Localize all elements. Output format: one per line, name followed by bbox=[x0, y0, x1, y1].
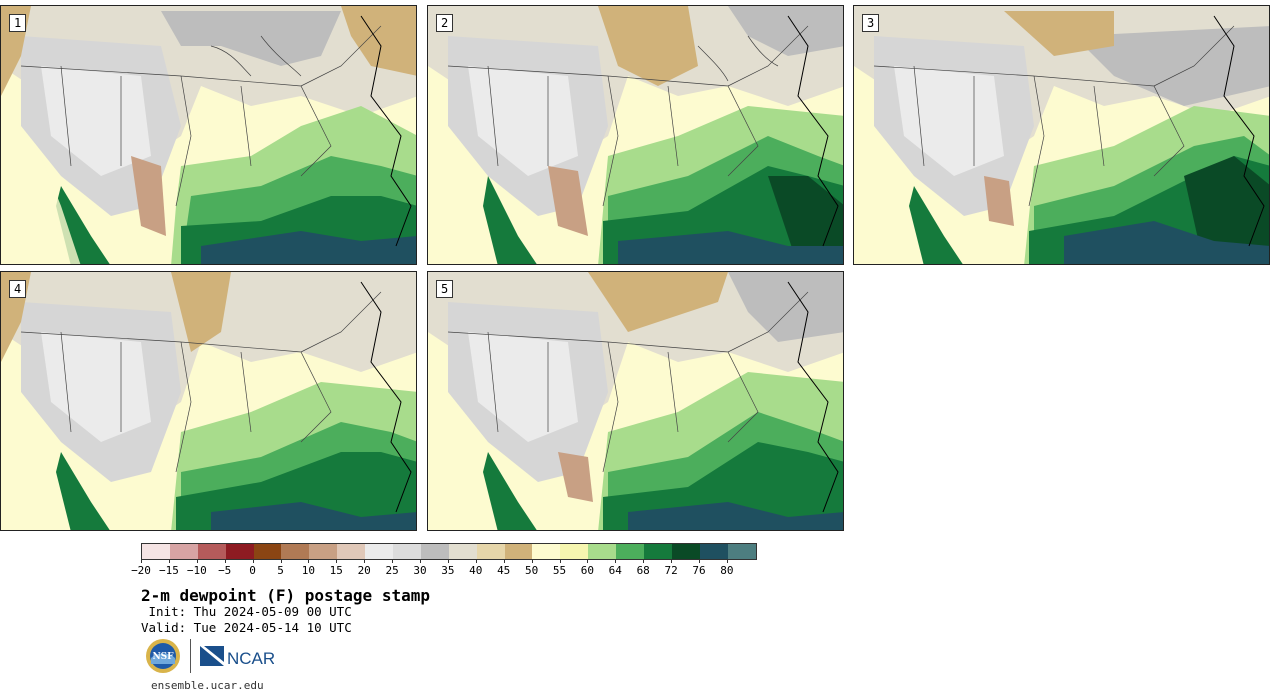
colorbar-segment bbox=[671, 544, 700, 559]
panel-number: 4 bbox=[9, 280, 27, 298]
stamp-panel-2: 2 bbox=[427, 5, 844, 265]
colorbar-segment bbox=[142, 544, 170, 559]
colorbar-tick-label: −5 bbox=[218, 564, 232, 577]
colorbar-segment bbox=[169, 544, 198, 559]
colorbar-tick-label: 64 bbox=[608, 564, 622, 577]
dewpoint-map-4 bbox=[1, 272, 416, 530]
colorbar-segment bbox=[560, 544, 589, 559]
colorbar-segment bbox=[476, 544, 505, 559]
colorbar-tickmark bbox=[699, 559, 700, 563]
colorbar-segment bbox=[365, 544, 394, 559]
dewpoint-colorbar bbox=[141, 543, 757, 560]
colorbar-tickmark bbox=[420, 559, 421, 563]
colorbar-tick-label: 35 bbox=[441, 564, 455, 577]
colorbar-tickmark bbox=[252, 559, 254, 563]
colorbar-segment bbox=[532, 544, 561, 559]
colorbar-tickmark bbox=[280, 559, 282, 563]
colorbar-tickmark bbox=[224, 559, 226, 563]
colorbar-segment bbox=[588, 544, 617, 559]
panel-number: 2 bbox=[436, 14, 454, 32]
colorbar-tick-label: 40 bbox=[469, 564, 483, 577]
colorbar-tickmark bbox=[643, 559, 645, 563]
colorbar-segment bbox=[448, 544, 477, 559]
nsf-logo: NSF bbox=[146, 639, 180, 673]
colorbar-segment bbox=[616, 544, 645, 559]
panel-number: 3 bbox=[862, 14, 880, 32]
colorbar-tickmark bbox=[196, 559, 198, 563]
colorbar-tick-label: 30 bbox=[413, 564, 427, 577]
website-link[interactable]: ensemble.ucar.edu bbox=[151, 679, 264, 692]
colorbar-tick-label: 45 bbox=[497, 564, 511, 577]
ncar-logo: NCAR bbox=[200, 646, 274, 668]
colorbar-tickmark bbox=[475, 559, 477, 563]
dewpoint-map-2 bbox=[428, 6, 843, 264]
colorbar-tickmark bbox=[726, 559, 728, 563]
colorbar-segment bbox=[253, 544, 282, 559]
colorbar-segment bbox=[281, 544, 310, 559]
dewpoint-map-1 bbox=[1, 6, 416, 264]
colorbar-tick-label: 20 bbox=[357, 564, 371, 577]
colorbar-tickmark bbox=[671, 559, 673, 563]
stamp-panel-5: 5 bbox=[427, 271, 844, 531]
colorbar-segment bbox=[699, 544, 728, 559]
logo-divider bbox=[190, 639, 191, 673]
colorbar-tickmark bbox=[364, 559, 366, 563]
panel-number: 5 bbox=[436, 280, 454, 298]
colorbar-tick-label: 60 bbox=[580, 564, 595, 577]
colorbar-tick-label: −10 bbox=[186, 564, 207, 577]
colorbar-segment bbox=[393, 544, 421, 559]
colorbar-tick-label: 55 bbox=[552, 564, 567, 577]
colorbar-segment bbox=[225, 544, 254, 559]
colorbar-tick-label: 76 bbox=[692, 564, 706, 577]
colorbar-tickmark bbox=[392, 559, 394, 563]
product-title: 2-m dewpoint (F) postage stamp bbox=[141, 586, 430, 605]
stamp-panel-1: 1 bbox=[0, 5, 417, 265]
colorbar-tickmark bbox=[615, 559, 617, 563]
colorbar-tick-label: 50 bbox=[524, 564, 539, 577]
colorbar-tick-label: 10 bbox=[301, 564, 316, 577]
init-time: Init: Thu 2024-05-09 00 UTC bbox=[141, 604, 352, 619]
dewpoint-map-5 bbox=[428, 272, 843, 530]
logo-row: NSF NCAR bbox=[145, 638, 274, 674]
colorbar-tick-label: 72 bbox=[664, 564, 678, 577]
colorbar-tickmark bbox=[168, 559, 170, 563]
stamp-panel-4: 4 bbox=[0, 271, 417, 531]
colorbar-tickmark bbox=[559, 559, 561, 563]
colorbar-segment bbox=[727, 544, 756, 559]
colorbar-segment bbox=[504, 544, 533, 559]
colorbar-segment bbox=[420, 544, 449, 559]
colorbar-tick-label: −15 bbox=[158, 564, 179, 577]
colorbar-tickmark bbox=[587, 559, 589, 563]
colorbar-tick-label: 80 bbox=[720, 564, 734, 577]
colorbar-tickmark bbox=[308, 559, 310, 563]
dewpoint-map-3 bbox=[854, 6, 1269, 264]
colorbar-segment bbox=[644, 544, 672, 559]
colorbar-tickmark bbox=[447, 559, 449, 563]
colorbar-segment bbox=[309, 544, 338, 559]
colorbar-tickmark bbox=[141, 559, 142, 563]
valid-time: Valid: Tue 2024-05-14 10 UTC bbox=[141, 620, 352, 635]
colorbar-segment bbox=[337, 544, 366, 559]
colorbar-tickmark bbox=[336, 559, 338, 563]
nsf-logo-text: NSF bbox=[152, 652, 174, 662]
colorbar-tickmark bbox=[503, 559, 505, 563]
colorbar-tick-label: 0 bbox=[249, 564, 256, 577]
panel-number: 1 bbox=[9, 14, 27, 32]
colorbar-tick-label: 68 bbox=[636, 564, 650, 577]
ncar-logo-text: NCAR bbox=[227, 649, 274, 668]
colorbar-tick-label: 25 bbox=[385, 564, 399, 577]
colorbar-tick-label: 5 bbox=[277, 564, 284, 577]
colorbar-tick-label: 15 bbox=[329, 564, 343, 577]
colorbar-segment bbox=[197, 544, 226, 559]
colorbar-tick-label: −20 bbox=[131, 564, 151, 577]
stamp-panel-3: 3 bbox=[853, 5, 1270, 265]
colorbar-tickmark bbox=[531, 559, 533, 563]
